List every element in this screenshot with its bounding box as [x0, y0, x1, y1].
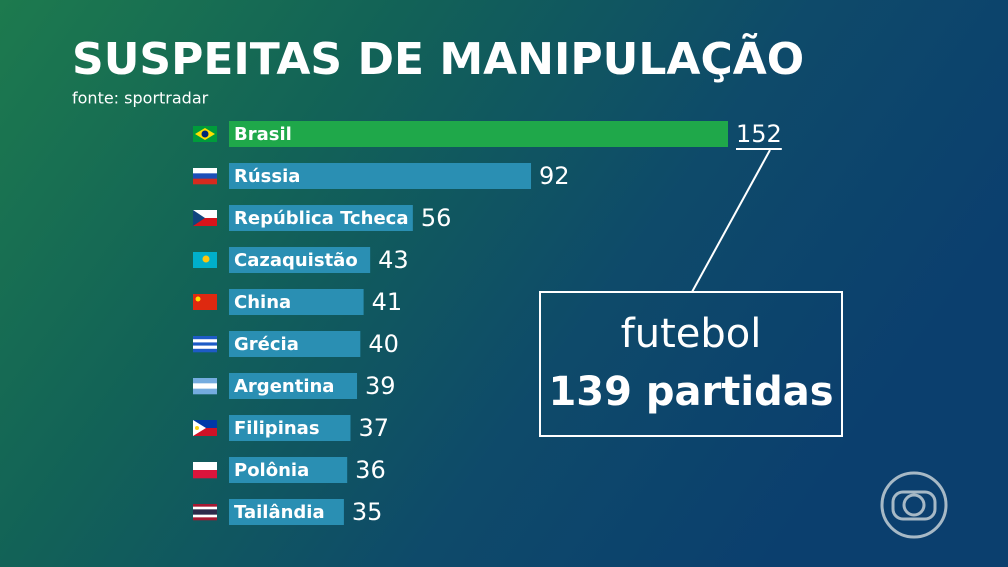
flag-stripe — [193, 514, 217, 518]
bar — [229, 415, 351, 441]
category-label: Polônia — [234, 460, 309, 481]
flag-stripe — [193, 470, 217, 479]
flag-stripe — [193, 506, 217, 510]
category-label: Brasil — [234, 124, 292, 145]
flag-stripe — [193, 462, 217, 471]
bar — [229, 121, 728, 147]
category-label: Filipinas — [234, 418, 320, 439]
flag-icon — [193, 504, 217, 521]
category-label: China — [234, 292, 291, 313]
category-label: Argentina — [234, 376, 334, 397]
category-label: República Tcheca — [234, 208, 408, 229]
flag-stripe — [193, 428, 217, 436]
flag-stripe — [193, 342, 217, 346]
flag-stripe — [193, 173, 217, 179]
flag-sun — [195, 426, 199, 430]
flag-stripe — [193, 509, 217, 513]
bar — [229, 205, 413, 231]
flag-stripe — [193, 378, 217, 384]
flag-triangle — [193, 210, 205, 226]
flag-triangle — [193, 420, 206, 436]
value-label: 152 — [736, 120, 782, 148]
value-label: 41 — [372, 288, 403, 316]
flag-stripe — [193, 336, 217, 340]
flag-icon — [193, 168, 217, 185]
flag-stripe — [193, 504, 217, 507]
bar — [229, 289, 364, 315]
flag-stripe — [193, 420, 217, 428]
flag-stripe — [193, 345, 217, 350]
category-label: Rússia — [234, 166, 300, 187]
annotation-text: futebol — [621, 311, 762, 357]
bar — [229, 163, 532, 189]
bar — [229, 457, 348, 483]
flag-sun — [202, 255, 210, 263]
flag-icon — [193, 378, 217, 395]
value-label: 40 — [368, 330, 399, 358]
annotation-text: 139 partidas — [548, 369, 833, 415]
value-label: 35 — [352, 498, 383, 526]
flag-stripe — [193, 383, 217, 389]
flag-star — [195, 296, 201, 302]
value-label: 39 — [365, 372, 396, 400]
flag-icon — [193, 294, 217, 310]
value-label: 56 — [421, 204, 452, 232]
bar — [229, 331, 361, 357]
flag-stripe — [193, 512, 217, 515]
flag-stripe — [193, 388, 217, 395]
value-label: 37 — [358, 414, 389, 442]
value-label: 36 — [355, 456, 386, 484]
flag-icon — [193, 336, 217, 353]
flag-stripe — [193, 168, 217, 174]
value-label: 92 — [539, 162, 570, 190]
flag-stripe — [193, 178, 217, 185]
chart-title: SUSPEITAS DE MANIPULAÇÃO — [72, 32, 804, 85]
flag-stripe — [193, 348, 217, 353]
flag-icon — [193, 462, 217, 479]
category-label: Cazaquistão — [234, 250, 358, 271]
flag-stripe — [193, 339, 217, 343]
flag-icon — [193, 420, 217, 436]
bar — [229, 373, 358, 399]
flag-bg — [193, 294, 217, 310]
flag-icon — [193, 126, 217, 142]
bar — [229, 499, 344, 525]
annotation-box — [539, 291, 843, 437]
flag-circle — [201, 130, 209, 138]
flag-stripe — [193, 210, 217, 218]
connector — [691, 149, 771, 293]
category-label: Grécia — [234, 334, 299, 355]
category-label: Tailândia — [234, 502, 325, 523]
chart-subtitle: fonte: sportradar — [72, 89, 209, 108]
flag-icon — [193, 210, 217, 226]
flag-stripe — [193, 517, 217, 521]
bar — [229, 247, 371, 273]
flag-stripe — [193, 218, 217, 226]
logo — [880, 471, 948, 539]
value-label: 43 — [378, 246, 409, 274]
flag-icon — [193, 252, 217, 268]
